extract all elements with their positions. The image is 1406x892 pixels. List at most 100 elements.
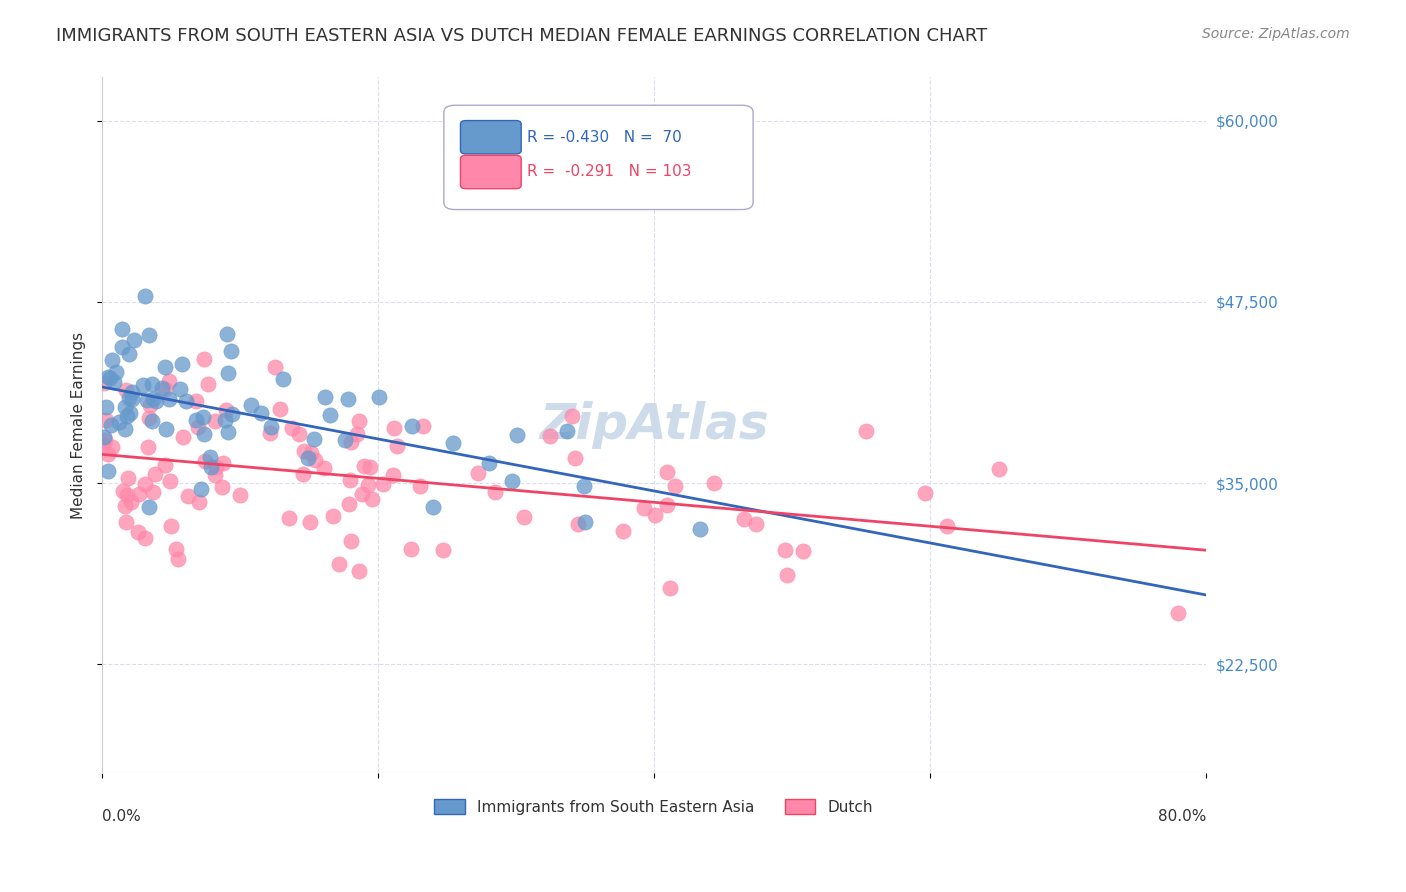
FancyBboxPatch shape bbox=[444, 105, 754, 210]
Point bbox=[240, 398, 263, 412]
Point bbox=[174, 394, 197, 409]
Point bbox=[204, 467, 226, 482]
Point bbox=[314, 390, 336, 404]
Point bbox=[792, 544, 814, 558]
Point bbox=[93, 376, 115, 391]
Point bbox=[339, 473, 361, 487]
Point bbox=[142, 392, 165, 406]
Point bbox=[292, 444, 315, 458]
Point bbox=[371, 477, 394, 491]
Point bbox=[214, 413, 236, 427]
Point bbox=[155, 422, 177, 436]
Point bbox=[97, 369, 120, 384]
Point bbox=[359, 460, 381, 475]
Point bbox=[104, 365, 127, 379]
Point bbox=[322, 509, 344, 524]
Point bbox=[134, 531, 156, 545]
Point bbox=[167, 551, 190, 566]
FancyBboxPatch shape bbox=[460, 155, 522, 189]
Point bbox=[97, 464, 120, 478]
Point bbox=[382, 468, 405, 483]
Point bbox=[773, 543, 796, 558]
Point bbox=[337, 497, 360, 511]
Point bbox=[914, 486, 936, 500]
Point bbox=[170, 357, 193, 371]
Point bbox=[659, 581, 682, 595]
Point bbox=[733, 512, 755, 526]
Point bbox=[612, 524, 634, 539]
Point bbox=[103, 375, 125, 389]
Point bbox=[347, 564, 370, 578]
Point bbox=[214, 402, 236, 417]
Point bbox=[412, 418, 434, 433]
Text: R = -0.430   N =  70: R = -0.430 N = 70 bbox=[527, 129, 682, 145]
Point bbox=[304, 453, 326, 467]
Point bbox=[108, 416, 131, 430]
Point bbox=[124, 333, 146, 347]
Point bbox=[221, 407, 243, 421]
Point bbox=[339, 533, 361, 548]
Point bbox=[114, 499, 136, 513]
Point bbox=[278, 511, 301, 525]
Point bbox=[177, 489, 200, 503]
Point bbox=[111, 322, 134, 336]
Point bbox=[299, 446, 322, 460]
Point bbox=[401, 419, 423, 434]
Point bbox=[94, 433, 117, 447]
Point bbox=[484, 485, 506, 500]
Point bbox=[142, 485, 165, 500]
Point bbox=[91, 438, 114, 452]
Point bbox=[269, 402, 291, 417]
Point bbox=[94, 413, 117, 427]
Point bbox=[633, 500, 655, 515]
Point bbox=[191, 410, 214, 425]
Point bbox=[312, 460, 335, 475]
Point bbox=[361, 491, 384, 506]
Point bbox=[121, 384, 143, 399]
Point bbox=[219, 344, 242, 359]
Point bbox=[97, 447, 120, 461]
Point bbox=[988, 462, 1011, 476]
Legend: Immigrants from South Eastern Asia, Dutch: Immigrants from South Eastern Asia, Dutc… bbox=[427, 792, 879, 821]
Point bbox=[118, 347, 141, 361]
Point bbox=[138, 411, 160, 425]
Point bbox=[134, 289, 156, 303]
Point bbox=[382, 420, 405, 434]
Point bbox=[98, 371, 121, 385]
Point bbox=[564, 451, 586, 466]
Point bbox=[655, 466, 678, 480]
Point bbox=[159, 392, 181, 407]
Point bbox=[281, 420, 304, 434]
Text: 80.0%: 80.0% bbox=[1157, 809, 1206, 824]
Point bbox=[114, 383, 136, 397]
Point bbox=[200, 460, 222, 475]
Point bbox=[190, 483, 212, 497]
Point bbox=[271, 371, 294, 385]
Point bbox=[297, 451, 319, 466]
Point bbox=[506, 428, 529, 442]
Point bbox=[467, 466, 489, 480]
Point bbox=[501, 474, 523, 488]
Point bbox=[337, 392, 360, 406]
Point bbox=[101, 440, 124, 454]
Point bbox=[249, 406, 271, 420]
Point bbox=[555, 425, 578, 439]
Point bbox=[855, 424, 877, 438]
Point bbox=[302, 432, 325, 446]
Point bbox=[211, 480, 233, 494]
Point bbox=[347, 414, 370, 428]
Point bbox=[117, 409, 139, 424]
Text: 0.0%: 0.0% bbox=[101, 809, 141, 824]
Point bbox=[141, 376, 163, 391]
Point bbox=[264, 359, 287, 374]
Point bbox=[93, 429, 115, 443]
Point bbox=[172, 430, 194, 444]
Point bbox=[157, 374, 180, 388]
Point bbox=[212, 456, 235, 470]
Point bbox=[399, 541, 422, 556]
Point bbox=[346, 427, 368, 442]
Point bbox=[118, 405, 141, 419]
Point bbox=[136, 440, 159, 454]
Point bbox=[96, 401, 118, 415]
Point bbox=[194, 454, 217, 468]
